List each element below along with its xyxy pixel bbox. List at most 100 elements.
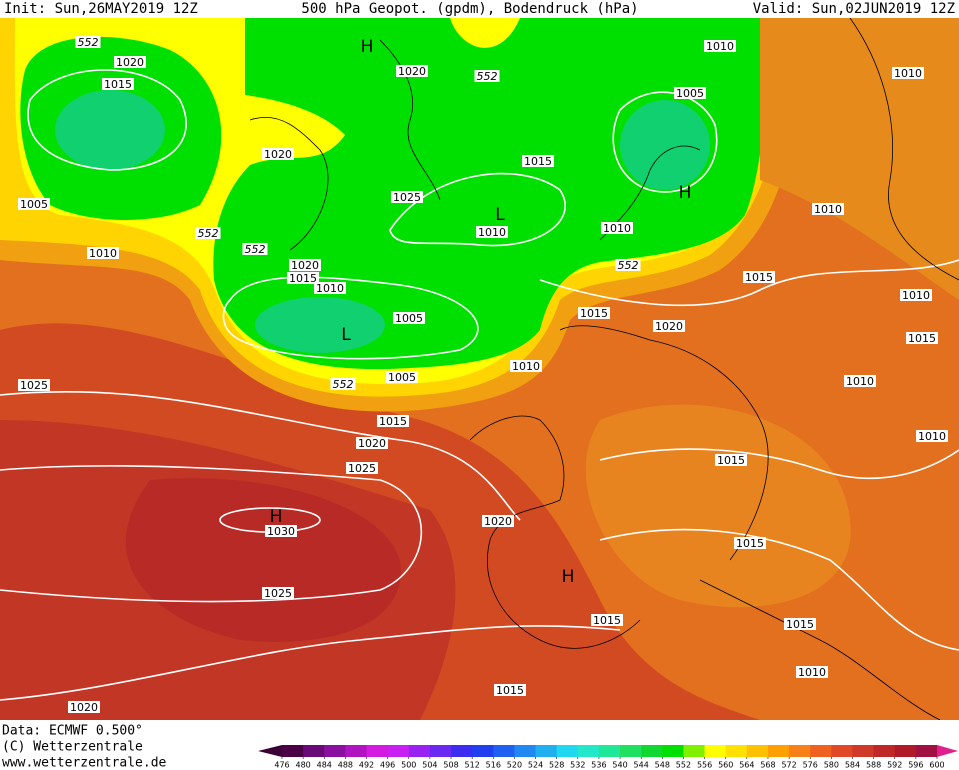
isobar-label-text: 1020 [484, 515, 512, 528]
colorbar-tick-label: 596 [908, 761, 923, 770]
isobar-label-text: 552 [198, 227, 219, 240]
isobar-label-text: 1015 [786, 618, 814, 631]
isobar-label-text: 1015 [717, 454, 745, 467]
isobar-label: 1005 [674, 87, 706, 100]
colorbar-segment [556, 745, 579, 757]
isobar-label-box [102, 78, 134, 90]
field-green [213, 18, 767, 370]
colorbar-segment [915, 745, 938, 757]
isobar-label: 1015 [522, 155, 554, 168]
colorbar-segment [514, 745, 537, 757]
colorbar-segment [704, 745, 727, 757]
colorbar-segment [789, 745, 811, 757]
isobar-label-box [591, 614, 623, 626]
isobar-label-box [386, 371, 418, 383]
colorbar-tick-label: 512 [465, 761, 480, 770]
isobar-label: 1010 [87, 247, 119, 260]
colorbar-tick-label: 552 [676, 761, 691, 770]
isobar-label-text: 1010 [603, 222, 631, 235]
isobar-label-box [474, 70, 500, 82]
isobar-line [0, 465, 423, 603]
coastline [379, 39, 441, 201]
isobar-label-text: 1025 [264, 587, 292, 600]
colorbar-tick-label: 516 [486, 761, 501, 770]
isobar-label-box [330, 378, 356, 390]
isobar-label-text: 1015 [496, 684, 524, 697]
isobar-label-box [796, 666, 828, 678]
isobar-label: 1010 [844, 375, 876, 388]
isobar-label: 1020 [653, 320, 685, 333]
isobar-label-text: 1015 [524, 155, 552, 168]
pressure-center: H [361, 37, 374, 57]
colorbar-segment [408, 745, 431, 757]
isobar-label-text: 1020 [264, 148, 292, 161]
colorbar-segment [894, 745, 917, 757]
field-cyan-center [255, 297, 385, 353]
colorbar-tick-label: 508 [443, 761, 458, 770]
isobar-label-box [715, 454, 747, 466]
colorbar-segment [810, 745, 832, 757]
isobar-line [599, 448, 959, 480]
colorbar-segment [598, 745, 621, 757]
isobar-label-box [892, 67, 924, 79]
isobar-label-text: 1015 [745, 271, 773, 284]
isobar-label: 1010 [892, 67, 924, 80]
coastline [849, 17, 959, 281]
colorbar-tick-label: 504 [422, 761, 437, 770]
isobar-label: 1025 [262, 587, 294, 600]
coastline [699, 579, 941, 721]
colorbar-segment [831, 745, 853, 757]
isobar-label-text: 552 [333, 378, 354, 391]
isobar-label-box [734, 537, 766, 549]
isobar-label-box [114, 56, 146, 68]
isobar-label: 1015 [784, 618, 816, 631]
pressure-center: H [679, 183, 692, 203]
pressure-center: L [341, 325, 351, 345]
colorbar-segment [366, 745, 389, 757]
colorbar-tick-label: 524 [528, 761, 543, 770]
isobar-label: 1005 [18, 198, 50, 211]
isobar-label: 1010 [601, 222, 633, 235]
isobar-label-box [578, 307, 610, 319]
map-title: 500 hPa Geopot. (gpdm), Bodendruck (hPa) [301, 1, 638, 17]
map-field [0, 18, 959, 720]
isobar-label-text: 1015 [104, 78, 132, 91]
isobar-label-box [615, 259, 641, 271]
isobar-label-box [396, 65, 428, 77]
isobar-label-text: 552 [78, 36, 99, 49]
isobar-label-box [314, 282, 346, 294]
colorbar-tick-label: 544 [634, 761, 649, 770]
isobar-label-box [242, 243, 268, 255]
isobar-label-text: 1010 [512, 360, 540, 373]
isobar-label: 1020 [396, 65, 428, 78]
pressure-center: H [562, 567, 575, 587]
isobar-label-text: 1005 [676, 87, 704, 100]
field-cyan-east [620, 100, 710, 190]
isobar-label: 552 [330, 378, 356, 391]
isobar-label-box [262, 587, 294, 599]
colorbar: 476 480 484 488 492 496 500 504 508 512 516 520 524 5… [258, 745, 958, 770]
isobar-line [599, 528, 959, 651]
coastline [249, 116, 329, 251]
isobar-label: 1015 [494, 684, 526, 697]
colorbar-segment [282, 745, 304, 757]
colorbar-tick-label: 580 [824, 761, 839, 770]
coastline [559, 325, 769, 561]
isobar-label: 1020 [114, 56, 146, 69]
isobar-label: 1020 [356, 437, 388, 450]
isobar-line [389, 172, 566, 247]
isobar-label-box [784, 618, 816, 630]
field-orange-ne [760, 18, 959, 300]
isobar-label-box [522, 155, 554, 167]
isobar-label: 1025 [346, 462, 378, 475]
isobar-label: 1015 [715, 454, 747, 467]
isobar-label-box [356, 437, 388, 449]
colorbar-tick-label: 484 [317, 761, 332, 770]
isobar-label: 1030 [265, 525, 297, 538]
data-source: Data: ECMWF 0.500° [2, 724, 143, 739]
isobar-line [612, 91, 718, 193]
isobar-label-box [377, 415, 409, 427]
isobar-label-box [393, 312, 425, 324]
isobar-label-text: 1020 [70, 701, 98, 714]
